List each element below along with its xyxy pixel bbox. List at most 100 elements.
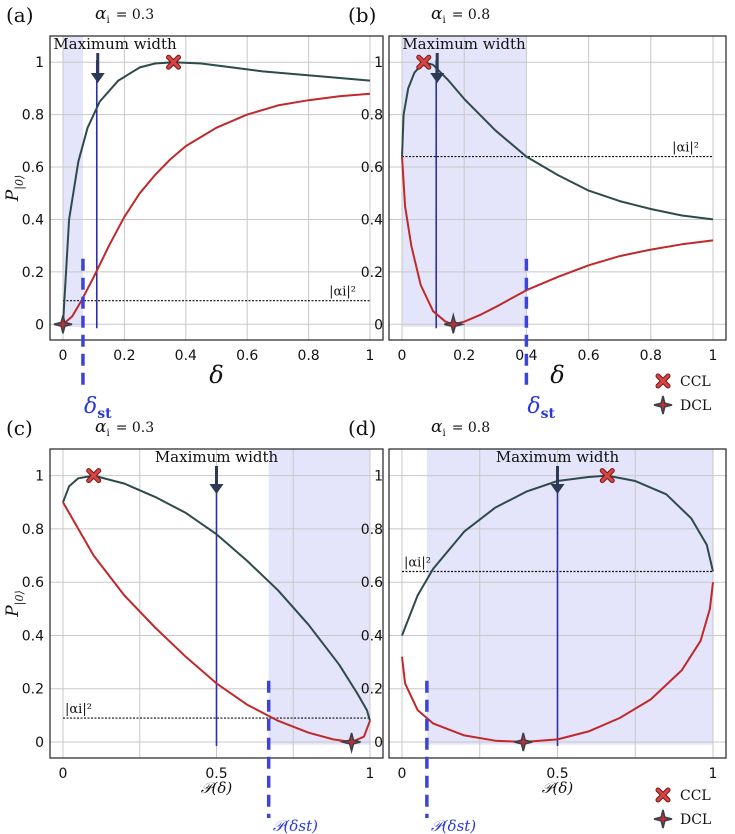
- x-tick-label: 0.6: [236, 348, 258, 364]
- max-width-label: Maximum width: [402, 35, 526, 53]
- grid: [389, 36, 726, 340]
- y-tick-label: 0.4: [22, 628, 44, 644]
- alpha-label: αi = 0.8: [431, 417, 490, 439]
- x-tick-label: 0.5: [546, 766, 568, 782]
- y-axis-label: P|0⟩: [3, 590, 27, 617]
- y-tick-label: 1: [374, 55, 383, 71]
- y-tick-label: 0.6: [22, 575, 44, 591]
- delta-st-label: δst: [527, 394, 555, 422]
- max-width-arrow: [209, 466, 224, 494]
- dcl-marker: [53, 315, 73, 334]
- plot-frame: [49, 448, 384, 759]
- upper-curve: [62, 61, 371, 325]
- y-tick-label: 0: [35, 735, 44, 751]
- alpha-label: αi = 0.3: [95, 4, 154, 26]
- y-tick-label: 0.4: [361, 628, 383, 644]
- delta-st-label: δst: [84, 394, 112, 422]
- x-tick-label: 1: [709, 766, 718, 782]
- legend-bottom: CCL DCL: [653, 787, 711, 829]
- alpha-label: αi = 0.8: [431, 4, 490, 26]
- y-axis-label: P|0⟩: [3, 175, 27, 202]
- x-axis-label: δ: [550, 361, 564, 389]
- legend-ccl-label: CCL: [680, 374, 711, 390]
- legend-dcl-label: DCL: [680, 398, 711, 414]
- delta-st-label: 𝒫(δst): [273, 817, 318, 834]
- plot-frame: [388, 35, 727, 341]
- y-tick-label: 0.2: [361, 265, 383, 281]
- x-tick-label: 0.8: [297, 348, 319, 364]
- legend-ccl-marker: [655, 373, 671, 389]
- x-tick-label: 0.5: [205, 766, 227, 782]
- x-tick-label: 0.6: [577, 348, 599, 364]
- x-tick-label: 1: [366, 348, 375, 364]
- y-tick-label: 0.4: [22, 212, 44, 228]
- x-axis-label: 𝒫(δ): [201, 779, 233, 797]
- y-tick-label: 1: [35, 55, 44, 71]
- ccl-marker: [416, 54, 432, 70]
- x-tick-label: 0.8: [640, 348, 662, 364]
- x-axis-label: 𝒫(δ): [542, 779, 574, 797]
- y-tick-label: 0.6: [361, 575, 383, 591]
- alpha-squared-label: |αi|²: [672, 141, 699, 156]
- legend-top: CCL DCL: [653, 373, 711, 415]
- x-tick-label: 1: [709, 348, 718, 364]
- ccl-marker: [166, 54, 182, 70]
- y-tick-label: 0: [374, 317, 383, 333]
- dcl-marker: [339, 732, 361, 755]
- y-tick-label: 0.8: [22, 522, 44, 538]
- y-tick-label: 0.2: [22, 265, 44, 281]
- y-tick-label: 0.6: [22, 160, 44, 176]
- x-tick-label: 1: [366, 766, 375, 782]
- shaded-region: [426, 449, 713, 745]
- dcl-marker: [444, 312, 466, 334]
- y-tick-label: 0.2: [361, 682, 383, 698]
- shaded-region: [268, 449, 370, 745]
- x-tick-label: 0: [59, 766, 68, 782]
- x-tick-label: 0.4: [175, 348, 197, 364]
- y-tick-label: 0.2: [22, 682, 44, 698]
- legend-ccl-marker: [655, 787, 671, 803]
- delta-st-label: 𝒫(δst): [431, 817, 476, 834]
- panel-letter: (a): [6, 3, 34, 27]
- y-tick-label: 1: [374, 469, 383, 485]
- x-tick-label: 0.2: [113, 348, 135, 364]
- alpha-squared-label: |αi|²: [65, 702, 92, 717]
- upper-curve: [401, 61, 714, 221]
- legend-dcl-marker: [653, 809, 673, 829]
- ccl-marker: [86, 468, 102, 484]
- legend-dcl-marker: [653, 395, 673, 415]
- y-tick-label: 0.8: [361, 108, 383, 124]
- panel-letter: (d): [348, 416, 376, 440]
- lower-curve: [401, 582, 714, 743]
- panel-letter: (b): [348, 3, 376, 27]
- y-tick-label: 0: [35, 317, 44, 333]
- upper-curve: [62, 474, 371, 721]
- y-tick-label: 0.8: [22, 108, 44, 124]
- legend-ccl-label: CCL: [680, 788, 711, 804]
- lower-curve: [62, 92, 371, 326]
- x-tick-label: 0: [398, 348, 407, 364]
- ccl-marker: [599, 468, 615, 484]
- lower-curve: [401, 156, 714, 326]
- y-tick-label: 0.8: [361, 522, 383, 538]
- max-width-label: Maximum width: [155, 448, 279, 466]
- x-tick-label: 0: [398, 766, 407, 782]
- panel-c: |αi|² Maximum width 0 0.5 1 0 0.2 0.4 0.6 0.8 1 𝒫(δ…: [3, 416, 384, 834]
- panel-a: |αi|² Maximum width 0 0.2 0.4 0.6 0.8 1 0 0.2 0.4 0…: [3, 3, 384, 422]
- panel-d: |αi|² Maximum width 0 0.5 1 0 0.2 0.4 0.6 0.8 1 𝒫(δ…: [348, 416, 727, 834]
- max-width-arrow: [430, 53, 445, 83]
- plot-frame: [49, 35, 384, 341]
- alpha-squared-label: |αi|²: [404, 556, 431, 571]
- x-tick-label: 0: [59, 348, 68, 364]
- plot-frame: [388, 448, 727, 759]
- grid: [50, 36, 383, 340]
- upper-curve: [401, 474, 714, 636]
- legend-dcl-label: DCL: [680, 812, 711, 828]
- y-tick-label: 0.4: [361, 212, 383, 228]
- dcl-marker: [514, 732, 533, 752]
- alpha-squared-label: |αi|²: [329, 285, 356, 300]
- y-tick-label: 0.6: [361, 160, 383, 176]
- x-tick-label: 0.2: [453, 348, 475, 364]
